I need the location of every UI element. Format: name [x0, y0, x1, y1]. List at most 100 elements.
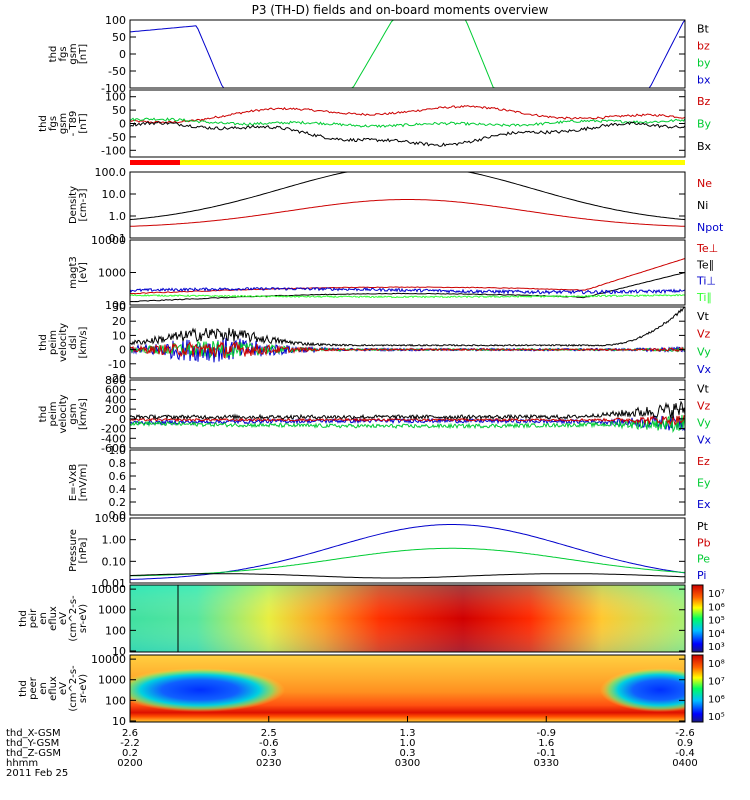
ytick-label-velocity_gsm: -600 [101, 442, 126, 455]
series-by-b [130, 20, 685, 88]
legend-velocity_gsm-Vt: Vt [697, 383, 710, 396]
ytick-label-fgs_t89: -50 [108, 131, 126, 144]
ytick-label-pressure: 0.10 [102, 555, 127, 568]
ytick-label-elec_spec: 100 [105, 694, 126, 707]
ylabel-ion_spec: eflux [48, 606, 59, 631]
colorbar-ion_spec [691, 584, 704, 653]
colorbar-label-ion_spec: 10⁷ [708, 589, 725, 600]
colorbar-label-ion_spec: 10³ [708, 642, 725, 653]
spectrogram-ion-overlay [130, 585, 685, 652]
legend-velocity_gsm-Vz: Vz [697, 400, 711, 413]
ylabel-elec_spec: en [38, 682, 49, 695]
ytick-label-ion_spec: 1000 [98, 604, 126, 617]
ylabel-temperature: magt3 [68, 256, 79, 289]
panel-temperature: 10000 1000 100 magt3 [eV] Te⊥ Te∥ Ti⊥ Ti∥ [68, 234, 718, 312]
plot-area-fgs_t89 [130, 105, 685, 147]
ylabel-temperature: [eV] [78, 262, 89, 283]
ylabel-elec_spec: eV [58, 682, 69, 695]
legend-fgs-Bt: Bt [697, 23, 710, 36]
series-vz [130, 340, 685, 359]
ylabel-ion_spec: eV [58, 612, 69, 625]
legend-velocity_gsm-Vy: Vy [697, 417, 711, 430]
series-pe [130, 547, 685, 577]
series-bx [130, 25, 685, 88]
legend-temperature-Te∥: Te∥ [696, 258, 714, 271]
legend-velocity_gsm-Vx: Vx [697, 434, 712, 447]
ytick-label-velocity_gsm: 0 [119, 413, 126, 426]
ytick-label-ion_spec: 10 [112, 645, 126, 658]
series-by [130, 20, 685, 88]
frame-fgs [129, 19, 686, 89]
ylabel-density: Density [68, 186, 79, 224]
ylabel-density: [cm-3] [78, 188, 89, 221]
xaxis-row-label: thd_Y-GSM [6, 738, 59, 749]
colorbar-label-elec_spec: 10⁶ [708, 694, 725, 705]
ylabel-velocity_gsm: gsm [68, 403, 79, 424]
ytick-label-velocity_gsm: 800 [105, 374, 126, 387]
xaxis-value: 0300 [395, 758, 420, 769]
series-ti-par [130, 293, 685, 299]
legend-velocity_e-Vz: Vz [697, 328, 711, 341]
xaxis-value: 1.0 [400, 738, 416, 749]
series-bz [130, 105, 685, 124]
ylabel-fgs_t89: thd [38, 115, 49, 132]
ylabel-velocity_e: velocity [58, 323, 69, 362]
legend-fgs_t89-Bz: Bz [697, 95, 711, 108]
ytick-label-fgs: 50 [112, 31, 126, 44]
ylabel-fgs_t89: gsm [58, 113, 69, 134]
legend-density-Ne: Ne [697, 177, 712, 190]
ylabel-fgs: fgs [58, 46, 69, 61]
colorbar-elec_spec [691, 654, 704, 723]
colorbar-label-elec_spec: 10⁵ [708, 712, 725, 723]
xaxis-value: 0400 [672, 758, 697, 769]
ylabel-ion_spec: peir [28, 608, 39, 628]
ytick-label-efield: 0.8 [109, 457, 127, 470]
legend-pressure-Pe: Pe [697, 553, 710, 566]
ytick-label-efield: 0.0 [109, 509, 127, 522]
colorbar-label-elec_spec: 10⁸ [708, 659, 725, 670]
ylabel-pressure: Pressure [68, 529, 79, 572]
legend-fgs-bx: bx [697, 74, 711, 87]
xaxis-value: 0200 [117, 758, 142, 769]
mode-bar-slow [180, 160, 685, 165]
series-bx-b [130, 20, 685, 88]
ytick-label-velocity_gsm: 400 [105, 393, 126, 406]
ylabel-elec_spec: thd [18, 680, 29, 697]
ytick-label-velocity_e: 10 [112, 329, 126, 342]
ytick-label-efield: 1.0 [109, 444, 127, 457]
ytick-label-efield: 0.2 [109, 496, 127, 509]
series-vt [130, 400, 685, 421]
ylabel-fgs_t89: fgs [48, 116, 59, 131]
legend-pressure-Pi: Pi [697, 569, 706, 582]
legend-pressure-Pb: Pb [697, 536, 711, 549]
plot-area-density [130, 172, 685, 227]
xaxis-value: 0330 [534, 758, 559, 769]
ytick-label-fgs_t89: -100 [101, 144, 126, 157]
ytick-label-pressure: 1.00 [102, 534, 127, 547]
series-vt [130, 307, 685, 347]
ytick-label-temperature: 10000 [91, 234, 126, 247]
series-vy [130, 414, 685, 434]
ytick-label-efield: 0.6 [109, 470, 127, 483]
mode-bar-fast [130, 160, 180, 165]
panel-elec_spec: 10000 1000 100 10 thd peer en eflux eV (cm^2-s-sr… [18, 653, 725, 728]
plot-area-velocity_gsm [130, 400, 685, 434]
ytick-label-velocity_gsm: 600 [105, 384, 126, 397]
series-ne [130, 199, 685, 227]
ylabel-fgs_t89: - T89 [68, 111, 79, 137]
series-pt [130, 573, 685, 579]
ytick-label-velocity_gsm: -400 [101, 432, 126, 445]
ylabel-elec_spec: (cm^2-s- [68, 665, 79, 712]
legend-velocity_e-Vt: Vt [697, 310, 710, 323]
ylabel-velocity_e: [km/s] [78, 326, 89, 358]
ylabel-ion_spec: sr-eV) [78, 604, 89, 633]
xaxis-value: 0.3 [400, 748, 416, 759]
ylabel-elec_spec: peer [28, 676, 39, 700]
xaxis-value: 2.5 [261, 728, 277, 739]
frame-density [129, 171, 686, 239]
low-flux-region-left [130, 668, 285, 712]
ytick-label-fgs: 100 [105, 14, 126, 27]
